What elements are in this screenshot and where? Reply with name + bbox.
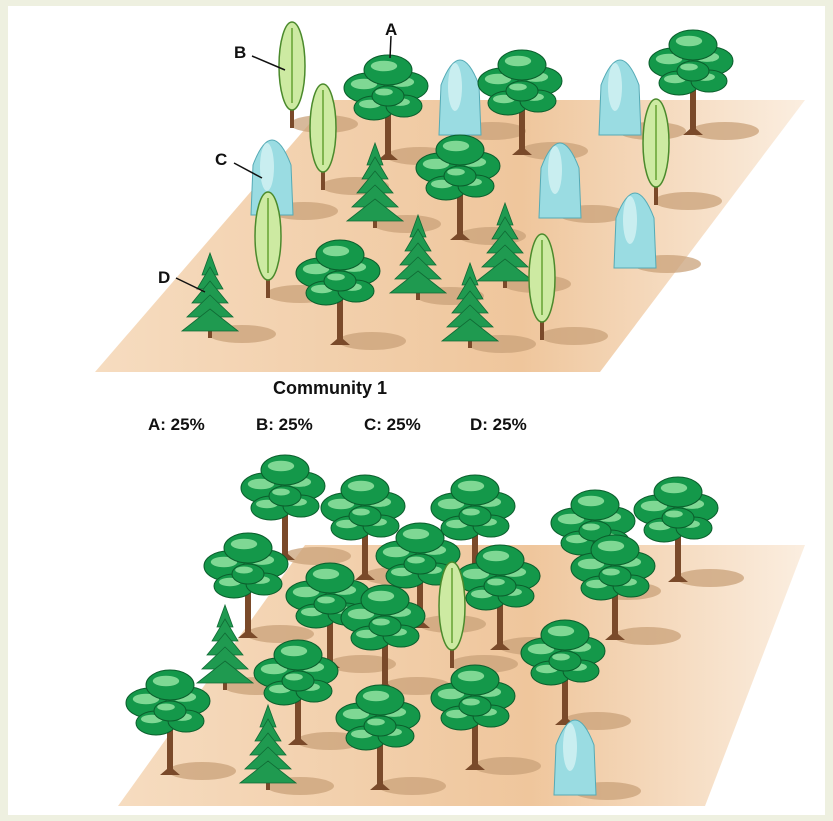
highlight (285, 674, 303, 681)
highlight (487, 579, 505, 586)
highlight (462, 509, 480, 516)
highlight (578, 496, 604, 507)
highlight (371, 61, 397, 72)
highlight (372, 619, 390, 626)
composition: B: 25% (256, 415, 313, 434)
highlight (323, 246, 349, 257)
composition: D: 25% (470, 415, 527, 434)
species-label: B (234, 43, 246, 62)
highlight (443, 141, 469, 152)
highlight (272, 489, 290, 496)
shadow (338, 332, 406, 350)
highlight (608, 63, 622, 111)
shadow (613, 627, 681, 645)
shadow (540, 327, 608, 345)
highlight (153, 676, 179, 687)
caption: Community 1 (273, 378, 387, 398)
species-label: C (215, 150, 227, 169)
composition: C: 25% (364, 415, 421, 434)
shadow (283, 547, 351, 565)
highlight (665, 511, 683, 518)
shadow (473, 757, 541, 775)
highlight (680, 64, 698, 71)
illustration: A B C D Community 1 A: 25% B: 25% C: 25%… (0, 0, 833, 821)
highlight (368, 591, 394, 602)
highlight (157, 704, 175, 711)
highlight (552, 654, 570, 661)
highlight (317, 597, 335, 604)
highlight (483, 551, 509, 562)
highlight (447, 169, 465, 176)
highlight (403, 529, 429, 540)
highlight (375, 89, 393, 96)
shadow (691, 122, 759, 140)
highlight (548, 626, 574, 637)
leader (390, 36, 391, 58)
highlight (352, 509, 370, 516)
species-label: A (385, 20, 397, 39)
highlight (281, 646, 307, 657)
highlight (505, 56, 531, 67)
highlight (462, 699, 480, 706)
shadow (676, 569, 744, 587)
highlight (367, 719, 385, 726)
highlight (348, 481, 374, 492)
highlight (407, 557, 425, 564)
highlight (623, 196, 637, 244)
highlight (458, 671, 484, 682)
highlight (582, 524, 600, 531)
highlight (313, 569, 339, 580)
highlight (563, 723, 577, 771)
species-label: D (158, 268, 170, 287)
highlight (268, 461, 294, 472)
composition: A: 25% (148, 415, 205, 434)
shadow (168, 762, 236, 780)
shadow (654, 192, 722, 210)
highlight (661, 483, 687, 494)
highlight (676, 36, 702, 47)
highlight (363, 691, 389, 702)
shadow (378, 777, 446, 795)
highlight (548, 146, 562, 194)
highlight (327, 274, 345, 281)
highlight (235, 567, 253, 574)
highlight (602, 569, 620, 576)
highlight (509, 84, 527, 91)
highlight (231, 539, 257, 550)
highlight (458, 481, 484, 492)
highlight (448, 63, 462, 111)
highlight (260, 143, 274, 191)
highlight (598, 541, 624, 552)
